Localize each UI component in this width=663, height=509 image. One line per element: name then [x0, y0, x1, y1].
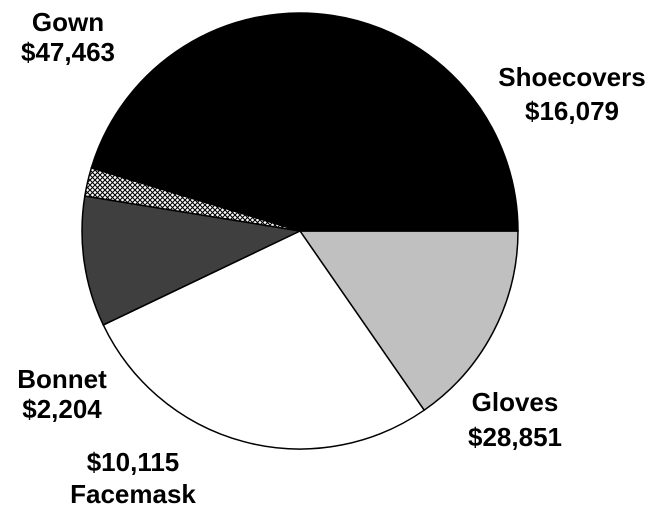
- slice-label-bonnet-name: Bonnet: [17, 364, 107, 394]
- label-facemask: $10,115 Facemask: [70, 447, 196, 509]
- slice-label-facemask-name: Facemask: [70, 479, 196, 509]
- label-gown: Gown $47,463: [21, 7, 115, 67]
- slice-label-gown-value: $47,463: [21, 37, 115, 67]
- slice-label-shoecovers-name: Shoecovers: [498, 62, 645, 92]
- slice-label-gloves-value: $28,851: [468, 422, 562, 452]
- slice-label-shoecovers-value: $16,079: [525, 96, 619, 126]
- label-gloves: Gloves $28,851: [468, 387, 562, 452]
- pie-slices: [81, 12, 519, 450]
- pie-slice-gown: [90, 12, 519, 232]
- pie-slice-gloves: [102, 230, 426, 450]
- pie-slice-shoecovers: [298, 230, 519, 412]
- pie-slice-facemask: [81, 195, 303, 326]
- slice-label-gloves-name: Gloves: [472, 387, 559, 417]
- slice-label-gown-name: Gown: [32, 7, 104, 37]
- slice-label-facemask-value: $10,115: [87, 447, 180, 477]
- label-bonnet: Bonnet $2,204: [17, 364, 107, 424]
- slice-label-bonnet-value: $2,204: [22, 394, 102, 424]
- label-shoecovers: Shoecovers $16,079: [498, 62, 645, 126]
